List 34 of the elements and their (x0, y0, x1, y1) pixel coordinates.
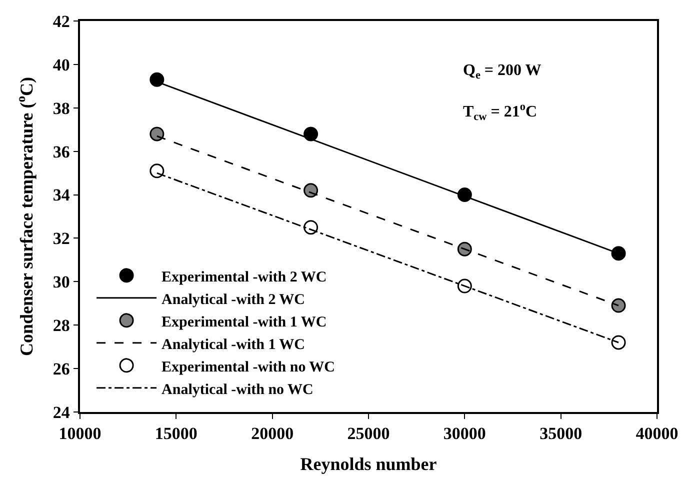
x-tick-label: 30000 (443, 424, 486, 444)
x-tick-label: 25000 (347, 424, 390, 444)
y-tick-label: 42 (52, 12, 70, 31)
point (150, 126, 164, 142)
point (150, 164, 164, 178)
point (611, 335, 626, 350)
point (150, 72, 164, 87)
annotation: Q$_{e}$ = 200 W (463, 62, 542, 82)
legend-label: Experimental -with no WC (162, 359, 336, 376)
y-tick-label: 26 (52, 360, 70, 379)
x-axis-title: Reynolds number (300, 454, 437, 474)
y-tick-label: 24 (52, 402, 70, 422)
y-tick-label: 34 (52, 186, 70, 205)
legend-label: Analytical -with 2 WC (162, 292, 306, 308)
x-tick-label: 15000 (154, 424, 198, 444)
legend-label: Experimental -with 1 WC (162, 314, 327, 330)
legend-label: Analytical -with no WC (162, 382, 314, 398)
legend-label: Analytical -with 1 WC (162, 336, 306, 353)
annotation: T$_{cw}$ = 21$^{o}$C (463, 101, 537, 124)
point (611, 298, 626, 313)
legend-label: Experimental -with 2 WC (162, 269, 327, 286)
y-tick-label: 40 (52, 55, 70, 74)
point (304, 183, 318, 198)
y-tick-label: 36 (52, 142, 70, 162)
y-tick-label: 30 (52, 272, 70, 292)
x-tick-label: 10000 (58, 424, 102, 444)
y-tick-label: 32 (52, 229, 70, 248)
point (611, 246, 626, 261)
y-tick-label: 38 (52, 98, 70, 118)
x-tick-label: 40000 (636, 424, 678, 444)
point (304, 126, 318, 142)
y-tick-label: 28 (52, 316, 70, 336)
x-tick-label: 20000 (251, 424, 294, 444)
x-tick-label: 35000 (540, 424, 582, 444)
